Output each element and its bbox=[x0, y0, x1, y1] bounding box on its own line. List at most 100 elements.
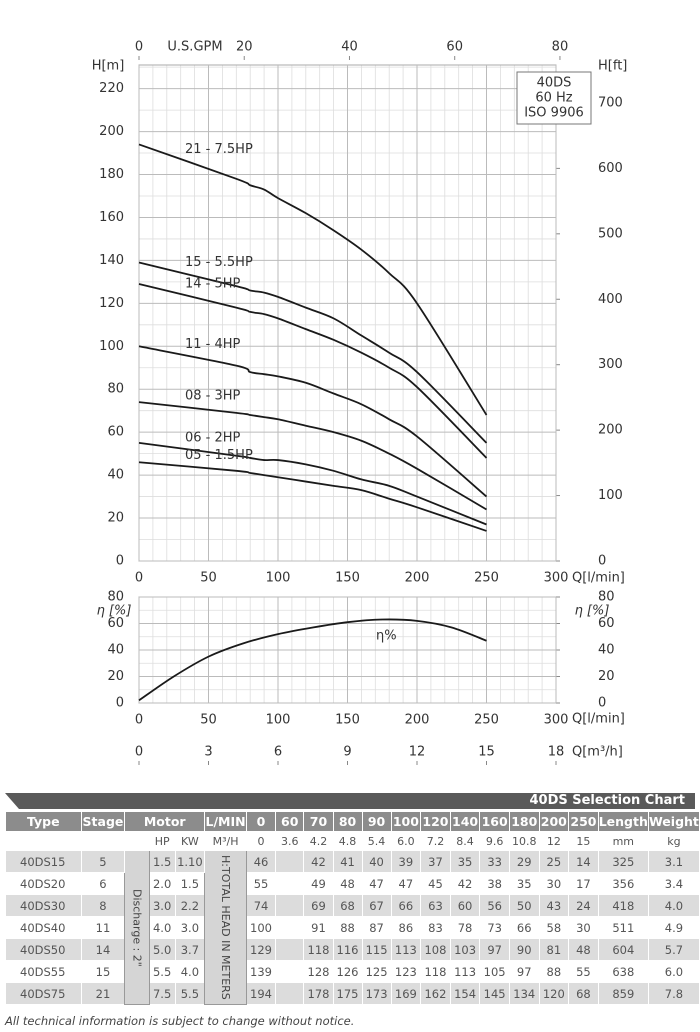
x-tick-label: 200 bbox=[405, 571, 430, 586]
head-cell: 113 bbox=[449, 960, 481, 983]
head-cell: 47 bbox=[361, 872, 392, 895]
curve-label: 21 - 7.5HP bbox=[185, 142, 253, 157]
head-cell: 49 bbox=[303, 872, 334, 895]
y-tick-label: 0 bbox=[116, 554, 124, 569]
curve-label: 08 - 3HP bbox=[185, 389, 241, 404]
header-cell: 70 bbox=[303, 811, 334, 832]
header-cell: Type bbox=[5, 811, 82, 832]
subheader-cell: 8.4 bbox=[449, 831, 481, 851]
y2-tick-label: 600 bbox=[598, 161, 623, 176]
y2-tick-label: 100 bbox=[598, 488, 623, 503]
length-cell: 638 bbox=[597, 960, 649, 983]
head-cell: 86 bbox=[390, 916, 422, 939]
empty-cell bbox=[5, 831, 82, 851]
x2-tick-label: 0 bbox=[135, 745, 143, 760]
subheader-cell: kg bbox=[647, 831, 700, 851]
weight-cell: 5.7 bbox=[647, 938, 700, 961]
subheader-cell: 4.2 bbox=[303, 831, 334, 851]
head-cell: 58 bbox=[538, 916, 570, 939]
subheader-cell: 3.6 bbox=[275, 831, 305, 851]
stage-cell: 5 bbox=[80, 850, 126, 873]
hp-cell: 3.0 bbox=[148, 894, 176, 917]
header-cell: 90 bbox=[361, 811, 392, 832]
head-cell: 88 bbox=[332, 916, 363, 939]
stage-cell: 11 bbox=[80, 916, 126, 939]
header-cell: 250 bbox=[568, 811, 599, 832]
head-cell: 29 bbox=[508, 850, 540, 873]
head-cell: 100 bbox=[246, 916, 277, 939]
subheader-cell: mm bbox=[597, 831, 649, 851]
weight-cell: 3.4 bbox=[647, 872, 700, 895]
curve bbox=[138, 143, 488, 416]
x-tick-label: 100 bbox=[266, 571, 291, 586]
type-cell: 40DS75 bbox=[5, 982, 82, 1005]
y-tick-label: 40 bbox=[107, 468, 124, 483]
type-cell: 40DS55 bbox=[5, 960, 82, 983]
head-cell: 126 bbox=[332, 960, 363, 983]
curve bbox=[138, 261, 488, 444]
y2-axis-label: η [%] bbox=[575, 604, 610, 619]
head-cell: 162 bbox=[420, 982, 451, 1005]
empty-cell bbox=[124, 831, 150, 851]
y-tick-label: 220 bbox=[99, 81, 124, 96]
subheader-cell: HP bbox=[148, 831, 176, 851]
hp-cell: 4.0 bbox=[148, 916, 176, 939]
x-tick-label: 200 bbox=[405, 713, 430, 728]
x-tick-label: 0 bbox=[135, 571, 143, 586]
header-cell: 160 bbox=[479, 811, 510, 832]
head-cell: 60 bbox=[449, 894, 481, 917]
header-cell: L/MIN bbox=[204, 811, 248, 832]
x-tick-label: 0 bbox=[135, 713, 143, 728]
subheader-cell: 7.2 bbox=[420, 831, 451, 851]
type-cell: 40DS15 bbox=[5, 850, 82, 873]
data-row: 40DS75 21 7.5 5.5 194 178 175 173 169 162 154 145 13… bbox=[5, 982, 700, 1005]
header-cell: 100 bbox=[390, 811, 422, 832]
head-cell: 73 bbox=[479, 916, 510, 939]
head-cell: 68 bbox=[568, 982, 599, 1005]
head-cell: 118 bbox=[420, 960, 451, 983]
curve bbox=[138, 618, 487, 702]
curve-label: 05 - 1.5HP bbox=[185, 448, 253, 463]
head-cell: 17 bbox=[568, 872, 599, 895]
head-cell: 48 bbox=[332, 872, 363, 895]
type-cell: 40DS30 bbox=[5, 894, 82, 917]
empty-cell bbox=[275, 894, 305, 917]
kw-cell: 3.7 bbox=[174, 938, 206, 961]
subheader-cell: 6.0 bbox=[390, 831, 422, 851]
x-tick-label: 300 bbox=[544, 713, 569, 728]
head-cell: 145 bbox=[479, 982, 510, 1005]
subheader-cell: 10.8 bbox=[508, 831, 540, 851]
head-cell: 46 bbox=[246, 850, 277, 873]
head-cell: 74 bbox=[246, 894, 277, 917]
head-cell: 35 bbox=[508, 872, 540, 895]
head-cell: 41 bbox=[332, 850, 363, 873]
discharge-note: Discharge : 2" bbox=[124, 850, 150, 1005]
kw-cell: 1.5 bbox=[174, 872, 206, 895]
subheader-cell: 12 bbox=[538, 831, 570, 851]
curve bbox=[138, 283, 488, 459]
head-cell: 169 bbox=[390, 982, 422, 1005]
x2-tick-label: 9 bbox=[343, 745, 351, 760]
head-cell: 154 bbox=[449, 982, 481, 1005]
head-cell: 63 bbox=[420, 894, 451, 917]
header-cell: Stage bbox=[80, 811, 126, 832]
y2-axis-label: H[ft] bbox=[598, 59, 627, 74]
subheader-cell: M³/H bbox=[204, 831, 248, 851]
y2-tick-label: 300 bbox=[598, 357, 623, 372]
head-cell: 35 bbox=[449, 850, 481, 873]
head-cell: 47 bbox=[390, 872, 422, 895]
head-cell: 87 bbox=[361, 916, 392, 939]
data-row: 40DS50 14 5.0 3.7 129 118 116 115 113 108 103 97 90 8… bbox=[5, 938, 700, 961]
hp-cell: 2.0 bbox=[148, 872, 176, 895]
y-axis-label: η [%] bbox=[97, 604, 132, 619]
x2-tick-label: 18 bbox=[548, 745, 565, 760]
head-cell: 91 bbox=[303, 916, 334, 939]
y-tick-label: 160 bbox=[99, 210, 124, 225]
head-cell: 24 bbox=[568, 894, 599, 917]
curve bbox=[138, 345, 488, 498]
length-cell: 604 bbox=[597, 938, 649, 961]
y-tick-label: 60 bbox=[107, 616, 124, 631]
x2-tick-label: 40 bbox=[341, 40, 358, 55]
x2-tick-label: 6 bbox=[274, 745, 282, 760]
head-cell: 42 bbox=[303, 850, 334, 873]
